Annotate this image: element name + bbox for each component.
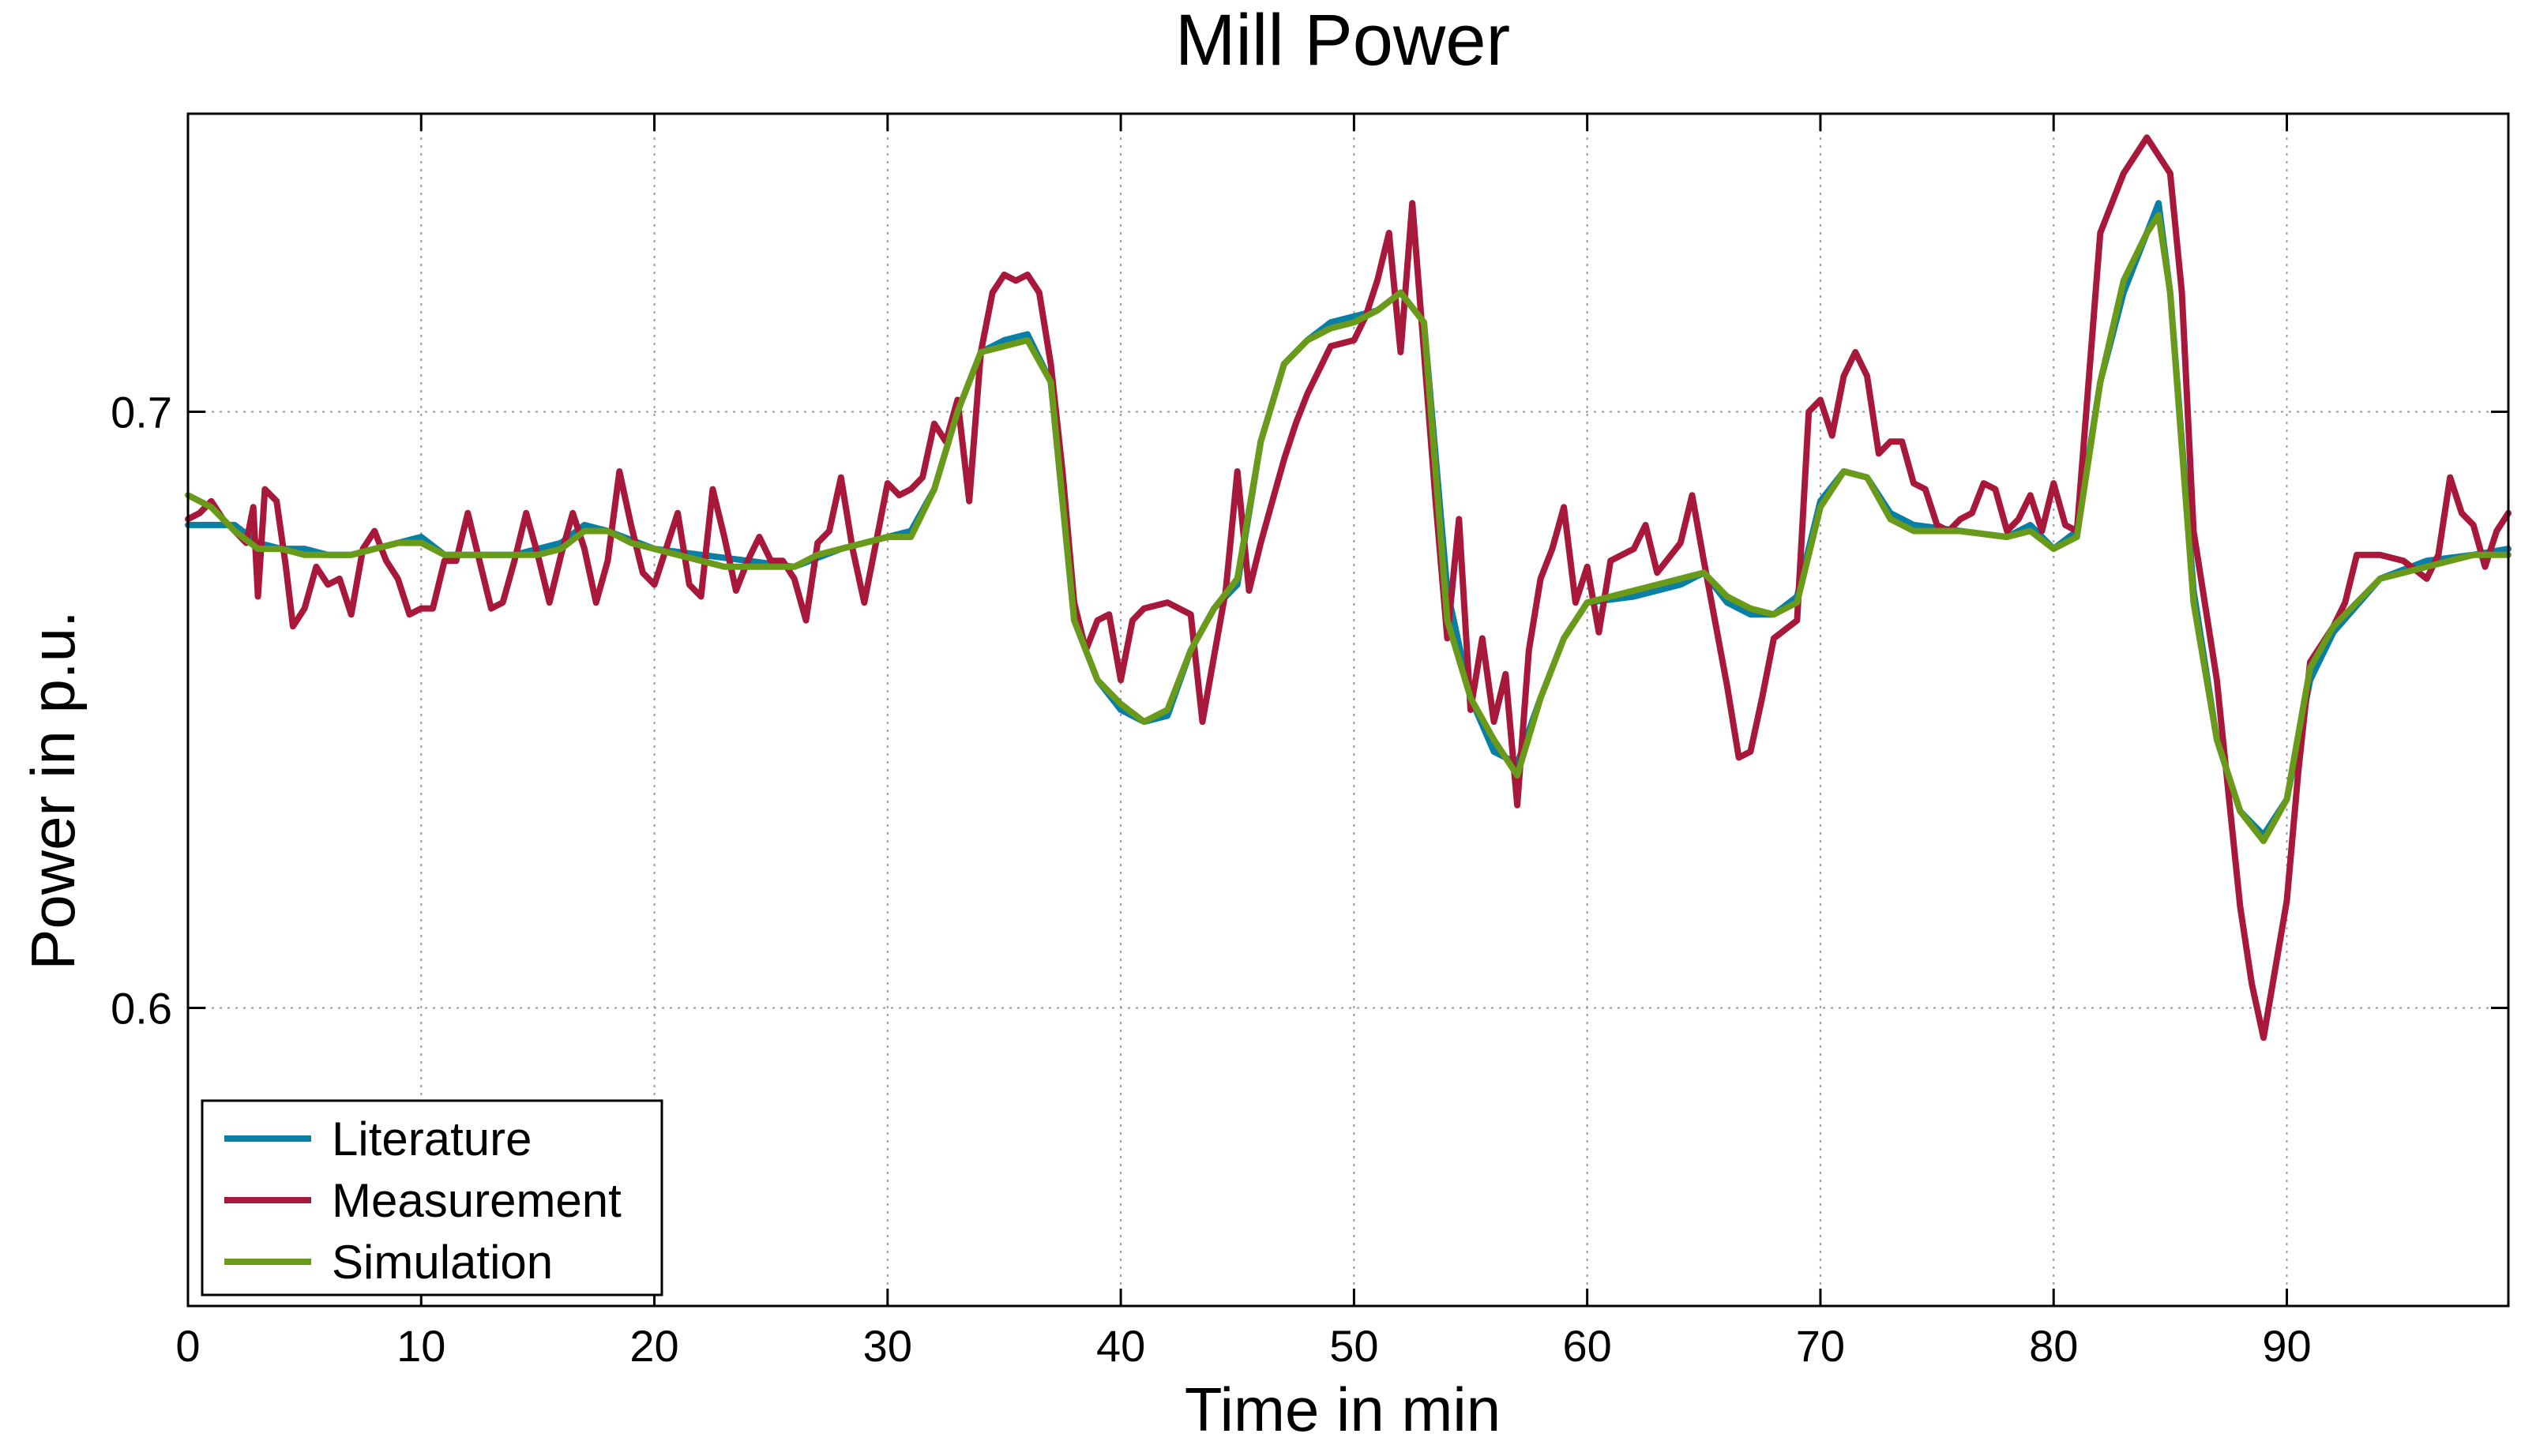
plot-frame — [186, 112, 2510, 1308]
series-lines — [185, 134, 2512, 1041]
series-line-literature — [185, 200, 2512, 839]
x-tick-label: 40 — [1096, 1321, 1145, 1371]
x-tick-label: 30 — [863, 1321, 912, 1371]
legend-label-measurement: Measurement — [332, 1174, 622, 1227]
x-tick-label: 50 — [1329, 1321, 1378, 1371]
x-tick-label: 60 — [1563, 1321, 1612, 1371]
chart-title: Mill Power — [1175, 0, 1510, 81]
grid-lines — [188, 114, 2508, 1306]
y-tick-label: 0.6 — [111, 984, 172, 1034]
x-tick-label: 20 — [629, 1321, 678, 1371]
axis-ticks: 0 10 20 30 40 50 60 70 80 90 0.6 0.7 — [111, 114, 2508, 1371]
legend-label-simulation: Simulation — [332, 1236, 553, 1289]
y-tick-label: 0.7 — [111, 388, 172, 437]
series-line-simulation — [185, 212, 2512, 845]
series-line-measurement — [185, 134, 2512, 1041]
x-axis-label: Time in min — [1185, 1375, 1501, 1444]
x-tick-label: 10 — [396, 1321, 445, 1371]
legend: Literature Measurement Simulation — [201, 1099, 663, 1297]
y-axis-label: Power in p.u. — [18, 610, 88, 970]
x-tick-label: 0 — [175, 1321, 200, 1371]
x-tick-label: 90 — [2262, 1321, 2311, 1371]
x-tick-label: 70 — [1796, 1321, 1845, 1371]
legend-label-literature: Literature — [332, 1113, 532, 1165]
x-tick-label: 80 — [2029, 1321, 2078, 1371]
